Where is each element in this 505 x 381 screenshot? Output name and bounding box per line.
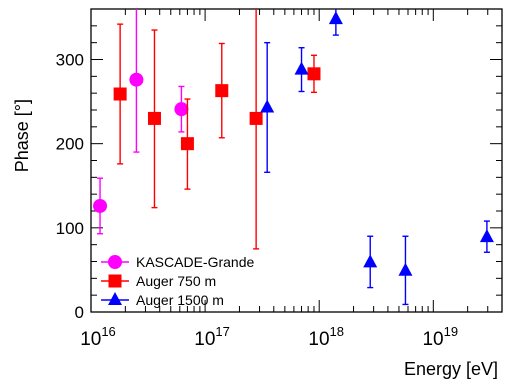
y-axis-title: Phase [°] xyxy=(12,99,32,172)
data-point xyxy=(113,87,127,101)
legend-marker xyxy=(108,292,122,305)
y-tick-label: 200 xyxy=(56,135,84,154)
x-tick-exponent: 19 xyxy=(444,324,458,339)
data-point xyxy=(180,137,194,151)
series-auger-1500-m xyxy=(260,9,494,306)
legend-marker xyxy=(108,274,122,288)
x-tick-label: 1019 xyxy=(422,324,458,350)
y-axis-ticks: 0 100 200 300 xyxy=(56,8,502,322)
series-auger-750-m xyxy=(113,9,321,250)
data-point xyxy=(215,84,229,98)
series-kascade-grande xyxy=(93,9,189,235)
legend-label: KASCADE-Grande xyxy=(136,254,254,270)
legend: KASCADE-Grande Auger 750 m Auger 1500 m xyxy=(101,254,254,308)
y-tick-label: 300 xyxy=(56,51,84,70)
data-series xyxy=(93,9,494,306)
x-tick-base: 10 xyxy=(194,329,215,350)
x-tick-label: 1017 xyxy=(194,324,230,350)
data-point xyxy=(398,262,413,276)
x-tick-label: 1016 xyxy=(80,324,116,350)
legend-label: Auger 1500 m xyxy=(136,292,224,308)
data-point xyxy=(249,111,263,125)
y-tick-label: 100 xyxy=(56,219,84,238)
x-tick-base: 10 xyxy=(308,329,329,350)
x-tick-exponent: 16 xyxy=(101,324,115,339)
legend-label: Auger 750 m xyxy=(136,273,216,289)
x-tick-label: 1018 xyxy=(308,324,344,350)
x-tick-base: 10 xyxy=(422,329,443,350)
x-axis-title: Energy [eV] xyxy=(404,359,498,379)
data-point xyxy=(307,67,321,81)
x-axis-ticks: 1016 1017 1018 1019 xyxy=(80,9,503,350)
data-point xyxy=(129,72,144,87)
data-point xyxy=(147,111,161,125)
data-point xyxy=(294,61,309,75)
legend-marker xyxy=(108,255,122,269)
y-tick-label: 0 xyxy=(75,303,84,322)
x-tick-base: 10 xyxy=(80,329,101,350)
data-point xyxy=(174,102,189,117)
x-tick-exponent: 18 xyxy=(330,324,344,339)
data-point xyxy=(328,11,343,25)
data-point xyxy=(260,99,275,113)
x-tick-exponent: 17 xyxy=(215,324,229,339)
data-point xyxy=(93,198,108,213)
data-point xyxy=(363,254,378,268)
data-point xyxy=(479,229,494,243)
